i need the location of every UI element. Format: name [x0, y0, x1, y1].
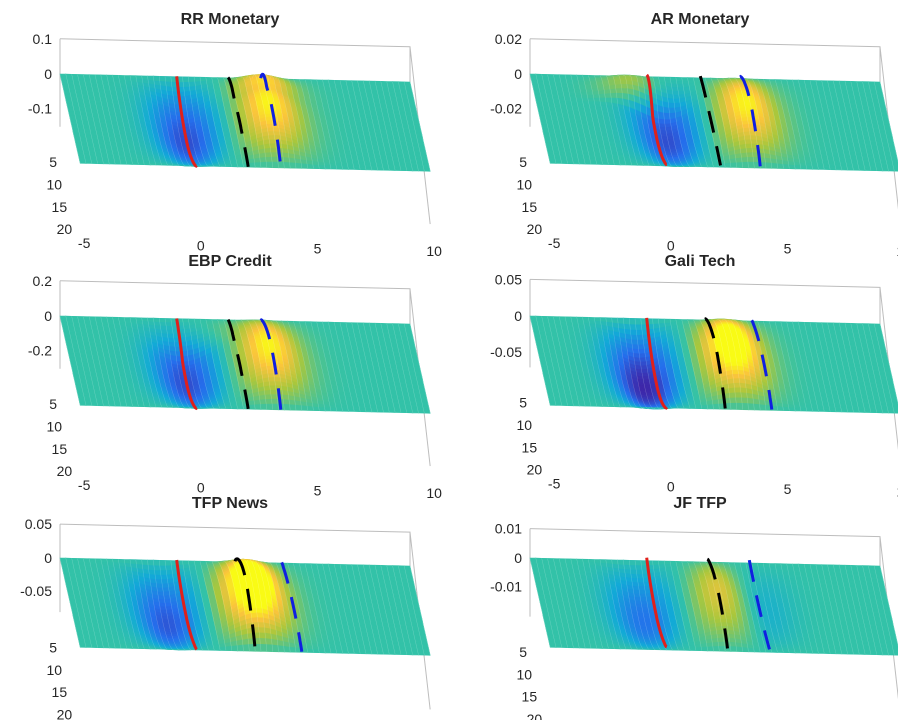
z-tick-label: 0.02 [495, 31, 522, 47]
x-tick-label: 5 [784, 481, 792, 497]
y-tick-label: 20 [527, 711, 543, 720]
panel-gali-tech: Gali Tech 0.05 0 -0.05 5 10 15 20 -5 0 5 10 [490, 253, 898, 500]
z-tick-label: 0 [44, 550, 52, 566]
x-tick-label: 5 [314, 482, 322, 498]
y-tick-label: 10 [517, 666, 533, 682]
y-tick-label: 5 [519, 644, 527, 660]
surface-mesh [59, 315, 431, 414]
line-black [233, 557, 257, 651]
x-tick-label: 10 [426, 485, 442, 501]
line-blue [280, 561, 304, 652]
line-red [175, 559, 198, 651]
x-tick-label: 0 [197, 480, 205, 496]
z-tick-label: -0.05 [20, 583, 52, 599]
line-red [645, 73, 668, 167]
y-tick-label: 15 [522, 439, 538, 455]
surface-mesh [529, 557, 898, 656]
line-red [175, 318, 198, 411]
x-tick-label: 10 [896, 484, 898, 500]
line-blue [750, 319, 774, 410]
z-tick-label: 0 [514, 66, 522, 82]
line-red [645, 317, 669, 410]
y-tick-label: 15 [52, 199, 68, 215]
line-black [226, 76, 250, 168]
line-black [704, 317, 727, 409]
y-tick-label: 10 [517, 417, 533, 433]
y-tick-label: 5 [49, 639, 57, 655]
x-tick-label: 10 [426, 243, 442, 259]
y-tick-label: 20 [57, 706, 73, 720]
z-tick-label: 0 [44, 308, 52, 324]
panel-rr-monetary: RR Monetary 0.1 0 -0.1 5 10 15 20 -5 0 5 10 [28, 11, 442, 259]
y-tick-label: 15 [52, 441, 68, 457]
line-blue [259, 72, 283, 168]
y-tick-label: 20 [527, 221, 543, 237]
y-tick-label: 20 [57, 463, 73, 479]
y-tick-label: 5 [49, 396, 57, 412]
chart-title: EBP Credit [188, 253, 272, 270]
y-tick-label: 15 [522, 689, 538, 705]
chart-title: TFP News [192, 495, 268, 512]
chart-title: JF TFP [673, 495, 727, 512]
chart-title: Gali Tech [665, 253, 736, 270]
x-tick-label: -5 [548, 235, 561, 251]
z-tick-label: 0 [44, 66, 52, 82]
x-tick-label: 0 [667, 238, 675, 254]
y-tick-label: 5 [49, 154, 57, 170]
z-tick-label: -0.1 [28, 100, 52, 116]
y-tick-label: 15 [522, 199, 538, 215]
chart-title: AR Monetary [651, 11, 750, 28]
x-tick-label: -5 [78, 235, 91, 251]
surface-mesh [529, 315, 898, 414]
x-tick-label: 10 [896, 243, 898, 259]
z-tick-label: -0.05 [490, 344, 522, 360]
line-black [698, 75, 722, 166]
z-tick-label: 0.01 [495, 521, 522, 537]
x-tick-label: 0 [197, 238, 205, 254]
y-tick-label: 10 [47, 176, 63, 192]
line-blue [747, 559, 771, 650]
y-tick-label: 15 [52, 684, 68, 700]
line-red [175, 76, 198, 168]
panel-ar-monetary: AR Monetary 0.02 0 -0.02 5 10 15 20 -5 0 5 10 [490, 11, 898, 259]
y-tick-label: 10 [47, 662, 63, 678]
x-tick-label: 5 [784, 240, 792, 256]
y-tick-label: 10 [47, 418, 63, 434]
chart-title: RR Monetary [181, 11, 280, 28]
y-tick-label: 10 [517, 176, 533, 192]
z-tick-label: 0.05 [495, 271, 522, 287]
z-tick-label: -0.02 [490, 100, 522, 116]
x-tick-label: -5 [548, 476, 561, 492]
surface-mesh [59, 557, 431, 656]
x-tick-label: 5 [314, 240, 322, 256]
z-tick-label: -0.2 [28, 342, 52, 358]
line-black [226, 318, 250, 410]
line-red [645, 557, 668, 649]
panel-ebp-credit: EBP Credit 0.2 0 -0.2 5 10 15 20 -5 0 5 10 [28, 253, 442, 501]
z-tick-label: 0 [514, 308, 522, 324]
line-blue [259, 318, 283, 410]
x-tick-label: 0 [667, 478, 675, 494]
surface-mesh [59, 73, 431, 172]
y-tick-label: 5 [519, 154, 527, 170]
z-tick-label: -0.01 [490, 579, 522, 595]
z-tick-label: 0.2 [33, 273, 53, 289]
line-blue [739, 74, 762, 167]
y-tick-label: 20 [527, 462, 543, 478]
z-tick-label: 0.1 [33, 31, 53, 47]
z-tick-label: 0.05 [25, 516, 52, 532]
surface-mesh [529, 73, 898, 172]
x-tick-label: -5 [78, 477, 91, 493]
line-black [706, 557, 729, 649]
y-tick-label: 20 [57, 221, 73, 237]
y-tick-label: 5 [519, 395, 527, 411]
z-tick-label: 0 [514, 550, 522, 566]
